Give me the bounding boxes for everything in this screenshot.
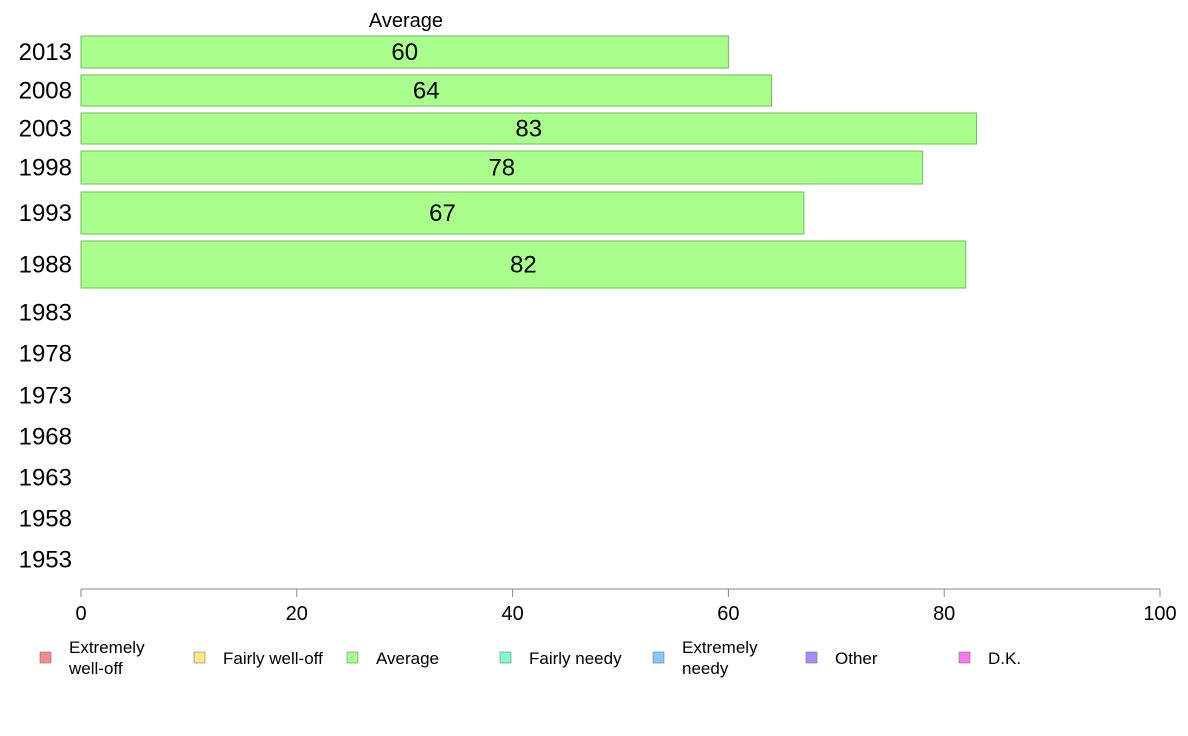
bar-1988 [80,240,967,289]
y-tick-label: 2013 [19,39,72,66]
legend-swatch [39,651,52,664]
data-label-2008: 64 [413,78,440,105]
y-tick-label: 1968 [19,424,72,451]
x-axis-ticks: 0 20 40 60 80 100 [75,589,1177,625]
legend-label: Extremely [69,638,145,657]
legend-label: Other [835,649,878,668]
y-tick-label: 2003 [19,116,72,143]
legend-label: Fairly well-off [223,649,323,668]
x-tick-label: 100 [1143,603,1176,625]
legend: Extremely well-off Fairly well-off Average F… [39,638,1021,678]
data-label-2003: 83 [515,116,542,143]
x-tick-label: 80 [933,603,955,625]
legend-swatch [193,651,206,664]
legend-label: Fairly needy [529,649,622,668]
legend-label: Extremely [682,638,758,657]
y-tick-label: 1993 [19,200,72,227]
bar-1998 [80,150,924,185]
legend-label: well-off [68,659,123,678]
x-tick-label: 0 [75,603,86,625]
y-tick-label: 1988 [19,252,72,279]
y-tick-label: 1963 [19,465,72,492]
legend-swatch [499,651,512,664]
data-label-1993: 67 [429,200,456,227]
data-label-1988: 82 [510,252,537,279]
x-tick-label: 40 [501,603,523,625]
legend-swatch [805,651,818,664]
y-tick-label: 1958 [19,506,72,533]
y-tick-label: 1978 [19,341,72,368]
legend-label: needy [682,659,729,678]
bar-2008 [80,74,773,107]
data-label-2013: 60 [391,39,418,66]
y-tick-label: 1953 [19,547,72,574]
y-tick-label: 1973 [19,383,72,410]
bar-2013 [80,35,729,69]
legend-swatch [958,651,971,664]
bar-2003 [80,112,978,145]
y-tick-label: 1998 [19,155,72,182]
x-tick-label: 60 [717,603,739,625]
data-label-1998: 78 [488,155,515,182]
legend-swatch [346,651,359,664]
y-axis-labels: 2013 2008 2003 1998 1993 1988 1983 1978 1973 1968… [19,39,72,574]
bar-1993 [80,191,805,235]
legend-label: Average [376,649,439,668]
y-tick-label: 1983 [19,300,72,327]
legend-swatch [652,651,665,664]
y-tick-label: 2008 [19,78,72,105]
x-tick-label: 20 [286,603,308,625]
series-title: Average [369,10,443,32]
legend-label: D.K. [988,649,1021,668]
